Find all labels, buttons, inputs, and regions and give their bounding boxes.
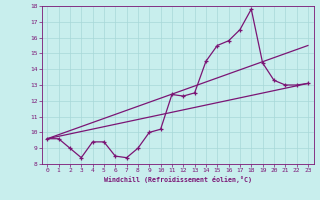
X-axis label: Windchill (Refroidissement éolien,°C): Windchill (Refroidissement éolien,°C): [104, 176, 252, 183]
